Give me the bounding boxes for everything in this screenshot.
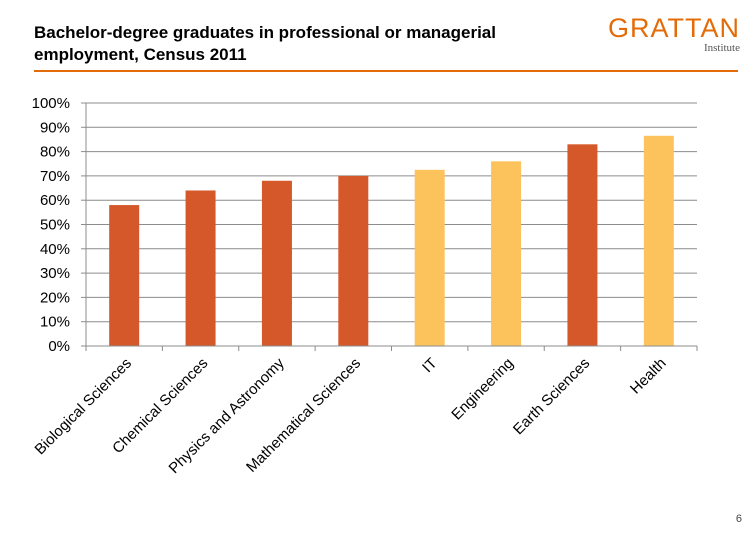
y-tick-label: 80% (40, 144, 70, 161)
bar-biological-sciences (109, 205, 140, 346)
bars (109, 135, 674, 346)
y-tick-label: 100% (32, 95, 70, 112)
y-tick-label: 70% (40, 168, 70, 185)
y-tick-label: 0% (48, 338, 70, 355)
y-tick-label: 60% (40, 192, 70, 209)
bar-chemical-sciences (185, 190, 216, 346)
bar-it (414, 169, 445, 346)
gridlines (86, 102, 697, 323)
page-title: Bachelor-degree graduates in professiona… (34, 23, 496, 64)
y-tick-label: 30% (40, 265, 70, 282)
bar-mathematical-sciences (338, 175, 369, 346)
category-label: Earth Sciences (510, 355, 593, 438)
category-label: Health (627, 355, 670, 398)
y-tick-label: 50% (40, 217, 70, 234)
y-tick-label: 40% (40, 241, 70, 258)
bar-physics-and-astronomy (261, 180, 292, 346)
y-tick-label: 20% (40, 289, 70, 306)
bar-engineering (491, 161, 522, 346)
header-divider (34, 70, 738, 72)
page-number: 6 (735, 513, 742, 525)
logo-wordmark: GRATTAN (608, 13, 740, 43)
category-label: Engineering (448, 355, 517, 424)
bar-earth-sciences (567, 144, 598, 346)
bar-health (643, 135, 674, 346)
axes (81, 102, 698, 351)
y-tick-label: 90% (40, 119, 70, 136)
logo-subtitle: Institute (703, 42, 740, 54)
grattan-logo: GRATTAN Institute (608, 14, 740, 54)
category-label: IT (419, 355, 440, 376)
y-tick-label: 10% (40, 314, 70, 331)
